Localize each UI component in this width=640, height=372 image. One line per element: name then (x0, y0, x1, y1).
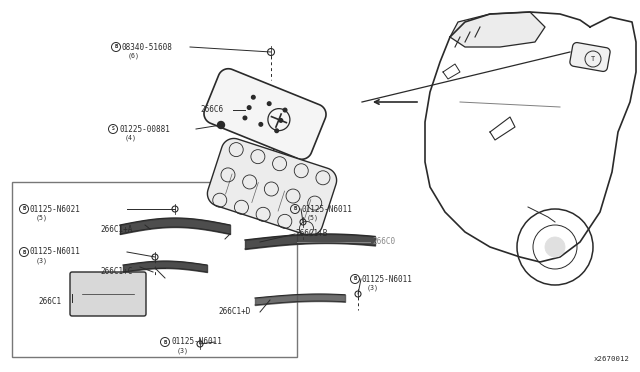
Text: 266C1+A: 266C1+A (100, 224, 132, 234)
Text: 01125-N6011: 01125-N6011 (361, 275, 412, 283)
Text: B: B (353, 276, 356, 282)
Text: 01125-N6011: 01125-N6011 (30, 247, 81, 257)
Text: 266C6: 266C6 (200, 106, 223, 115)
Text: B: B (22, 206, 26, 212)
Bar (12, 182, 297, 357)
Text: B: B (293, 206, 296, 212)
Text: 08340-51608: 08340-51608 (122, 42, 173, 51)
Text: 01225-00881: 01225-00881 (119, 125, 170, 134)
Circle shape (218, 122, 225, 128)
Polygon shape (207, 138, 337, 235)
Text: 266C0: 266C0 (372, 237, 395, 247)
Text: (6): (6) (128, 53, 140, 59)
Circle shape (268, 102, 271, 105)
Circle shape (279, 119, 283, 122)
Text: (3): (3) (177, 348, 189, 354)
Circle shape (247, 106, 251, 109)
Circle shape (545, 237, 565, 257)
Text: B: B (163, 340, 166, 344)
Circle shape (243, 116, 247, 120)
Text: 01125-N6011: 01125-N6011 (171, 337, 222, 346)
Text: 266C1+B: 266C1+B (295, 230, 328, 238)
FancyBboxPatch shape (70, 272, 146, 316)
Circle shape (259, 122, 262, 126)
Text: (5): (5) (36, 215, 48, 221)
Text: 266C1+C: 266C1+C (100, 267, 132, 276)
Circle shape (284, 108, 287, 112)
Text: 266C1+D: 266C1+D (218, 308, 250, 317)
Text: (3): (3) (36, 258, 48, 264)
Text: B: B (115, 45, 118, 49)
Text: (4): (4) (125, 135, 137, 141)
Text: x2670012: x2670012 (594, 356, 630, 362)
Circle shape (275, 129, 278, 132)
Polygon shape (450, 12, 545, 47)
Polygon shape (570, 42, 610, 71)
Text: B: B (22, 250, 26, 254)
Text: T: T (591, 56, 595, 62)
Text: 01125-N6011: 01125-N6011 (301, 205, 352, 214)
Text: (3): (3) (367, 285, 379, 291)
Text: 266C1: 266C1 (38, 298, 61, 307)
Polygon shape (204, 69, 326, 159)
Text: 01125-N6021: 01125-N6021 (30, 205, 81, 214)
Circle shape (252, 96, 255, 99)
Text: (5): (5) (307, 215, 319, 221)
Text: S: S (111, 126, 115, 131)
